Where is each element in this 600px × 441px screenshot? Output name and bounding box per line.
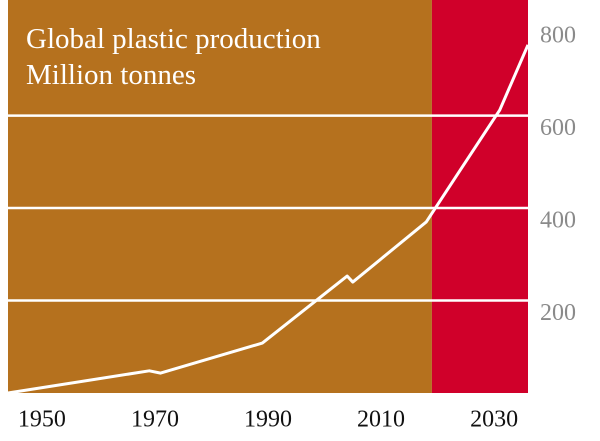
y-tick-label: 200 xyxy=(540,300,576,326)
x-tick-label: 1970 xyxy=(131,407,179,433)
x-tick-label: 2030 xyxy=(470,407,518,433)
plot-background xyxy=(8,0,432,393)
x-tick-label: 1950 xyxy=(18,407,66,433)
chart-subtitle: Million tonnes xyxy=(26,59,196,91)
forecast-band xyxy=(431,0,528,393)
chart-title: Global plastic production xyxy=(26,23,321,55)
x-tick-label: 2010 xyxy=(357,407,405,433)
y-tick-label: 600 xyxy=(540,115,576,141)
x-tick-label: 1990 xyxy=(244,407,292,433)
y-tick-label: 800 xyxy=(540,23,576,49)
line xyxy=(7,44,530,395)
y-tick-label: 400 xyxy=(540,208,576,234)
